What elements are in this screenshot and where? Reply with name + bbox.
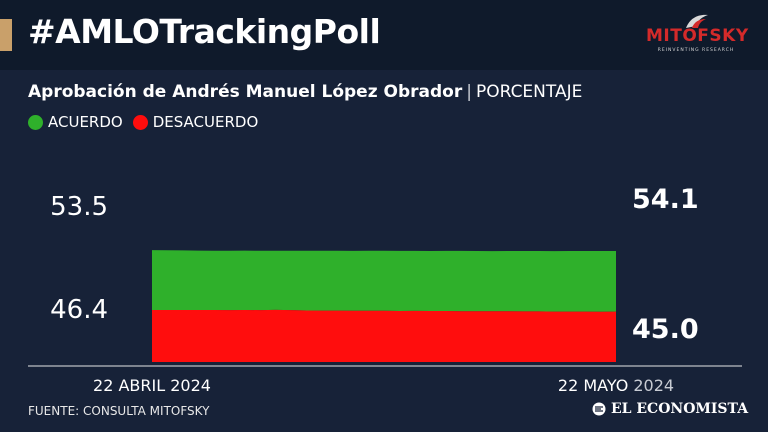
mitofsky-logo-icon — [686, 14, 708, 28]
mitofsky-logo: MITOFSKY REINVENTING RESEARCH — [646, 12, 749, 60]
start-label-acuerdo: 53.5 — [50, 192, 108, 222]
chart-legend: ACUERDO DESACUERDO — [28, 113, 268, 131]
header-bar — [0, 0, 768, 70]
el-economista-icon — [592, 402, 606, 416]
legend-dot-desacuerdo — [132, 114, 148, 130]
x-tick-label-end: 22 MAYO 2024 — [558, 376, 674, 395]
subtitle-main: Aprobación de Andrés Manuel López Obrado… — [28, 82, 463, 102]
x-tick-label-start: 22 ABRIL 2024 — [93, 376, 211, 395]
start-label-desacuerdo: 46.4 — [50, 295, 108, 325]
header-accent — [0, 19, 12, 51]
legend-dot-acuerdo — [28, 114, 43, 130]
footer-source: FUENTE: CONSULTA MITOFSKY — [28, 404, 210, 418]
logo-tagline: REINVENTING RESEARCH — [657, 48, 735, 53]
page-title: #AMLOTrackingPoll — [28, 12, 381, 51]
brand-name: EL ECONOMISTA — [611, 401, 749, 417]
subtitle-separator: | — [466, 82, 472, 102]
area-desacuerdo — [152, 309, 616, 362]
area-acuerdo — [152, 250, 616, 312]
x-tick-label-end-bold: 22 MAYO — [558, 376, 628, 395]
logo-name: MITOFSKY — [646, 26, 749, 46]
x-tick-label-end-light: 2024 — [633, 376, 674, 395]
legend-item-acuerdo: ACUERDO — [28, 113, 123, 131]
chart-subtitle: Aprobación de Andrés Manuel López Obrado… — [28, 82, 582, 102]
end-label-desacuerdo: 45.0 — [632, 314, 699, 345]
legend-label-desacuerdo: DESACUERDO — [152, 113, 259, 131]
subtitle-unit: PORCENTAJE — [475, 82, 583, 102]
end-label-acuerdo: 54.1 — [632, 184, 699, 215]
legend-label-acuerdo: ACUERDO — [48, 113, 123, 131]
legend-item-desacuerdo: DESACUERDO — [132, 113, 259, 131]
el-economista-logo: EL ECONOMISTA — [592, 401, 748, 417]
